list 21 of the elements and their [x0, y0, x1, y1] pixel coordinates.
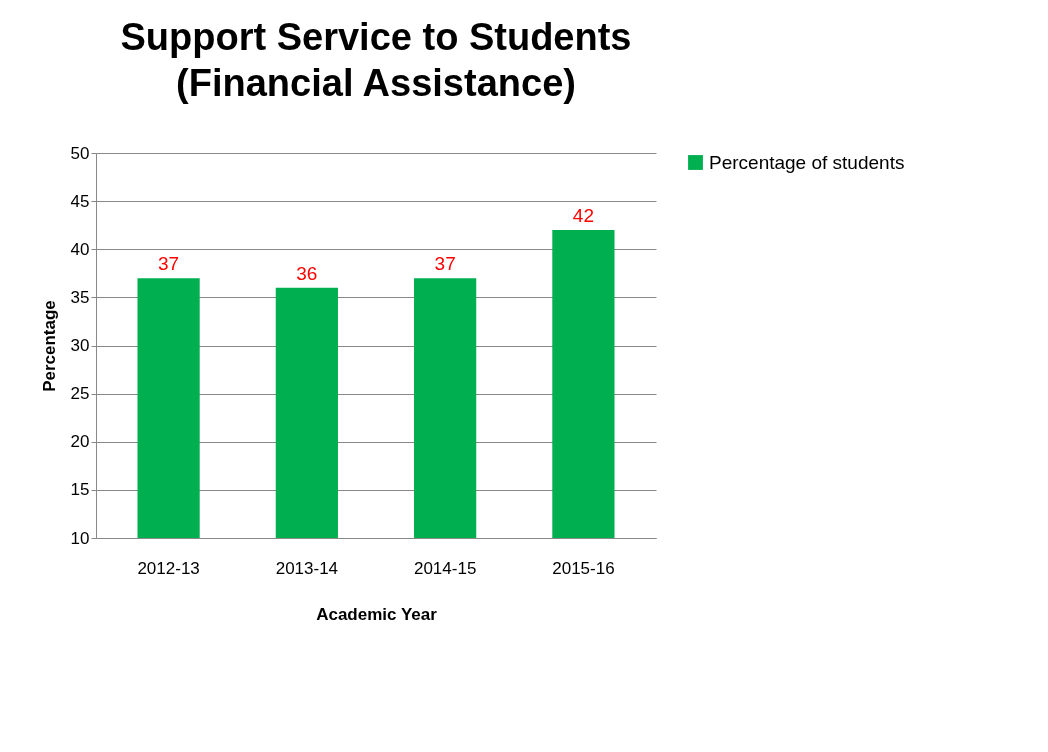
x-tick-label: 2015-16	[552, 558, 615, 578]
y-tick-label: 25	[70, 384, 90, 404]
y-tick-label: 40	[70, 239, 90, 259]
y-tick-label: 35	[70, 287, 90, 307]
data-label: 37	[158, 253, 180, 275]
y-tick-label: 15	[70, 480, 90, 500]
y-tick-label: 45	[70, 191, 90, 211]
x-tick-label: 2012-13	[137, 558, 200, 578]
x-axis-title: Academic Year	[316, 604, 438, 624]
x-tick-label: 2014-15	[413, 558, 477, 578]
data-label: 42	[572, 205, 594, 226]
y-axis-title: Percentage	[39, 300, 59, 392]
y-tick-label: 50	[70, 143, 90, 163]
y-tick-label: 20	[70, 432, 90, 452]
data-label: 37	[434, 253, 456, 275]
y-tick-label: 10	[70, 528, 90, 548]
data-label: 36	[296, 262, 318, 284]
legend-label: Percentage of students	[709, 151, 905, 173]
x-tick-label: 2013-14	[275, 558, 339, 578]
y-tick-label: 30	[70, 336, 90, 355]
chart-title: Support Service to Students (Financial Assistance)	[120, 16, 632, 104]
